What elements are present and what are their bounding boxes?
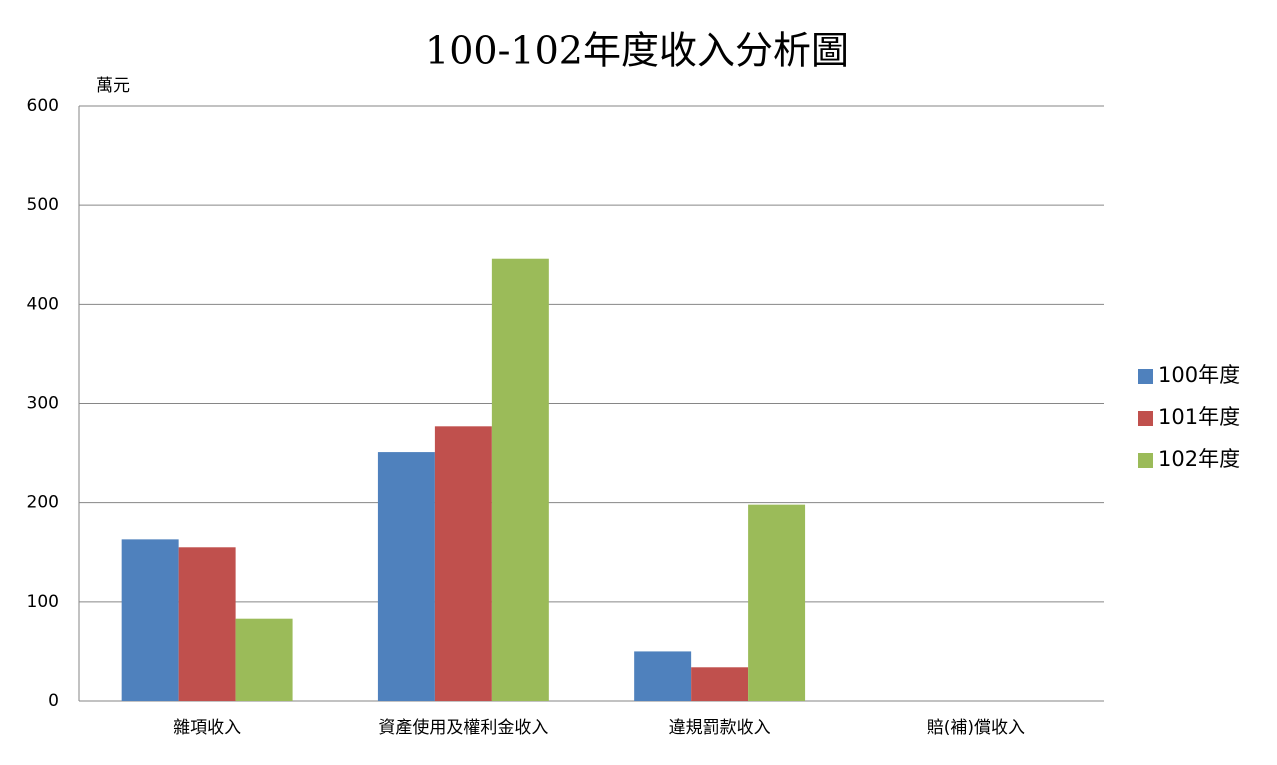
bar	[748, 504, 806, 701]
y-axis-unit: 萬元	[96, 76, 130, 96]
legend-label: 101年度	[1158, 405, 1240, 429]
legend-swatch	[1138, 453, 1153, 468]
bar	[491, 258, 549, 701]
y-tick-label: 300	[27, 394, 59, 414]
y-tick-label: 100	[27, 592, 59, 612]
legend-label: 102年度	[1158, 447, 1240, 471]
bar	[235, 618, 293, 701]
y-tick-label: 600	[27, 96, 59, 116]
y-tick-label: 500	[27, 195, 59, 215]
x-tick-label: 賠(補)償收入	[927, 718, 1025, 738]
bar	[178, 547, 236, 701]
legend-label: 100年度	[1158, 363, 1240, 387]
bar	[434, 426, 492, 701]
bar	[121, 539, 179, 701]
x-tick-label: 雜項收入	[173, 718, 241, 738]
bar	[377, 452, 435, 701]
x-tick-label: 資產使用及權利金收入	[378, 717, 548, 738]
x-tick-label: 違規罰款收入	[669, 718, 771, 738]
y-tick-label: 400	[27, 294, 59, 314]
bar	[691, 667, 749, 701]
legend-swatch	[1138, 369, 1153, 384]
chart-title: 100-102年度收入分析圖	[425, 29, 849, 73]
y-tick-label: 0	[48, 691, 59, 711]
bar	[634, 651, 692, 701]
y-tick-label: 200	[27, 493, 59, 513]
legend-swatch	[1138, 411, 1153, 426]
